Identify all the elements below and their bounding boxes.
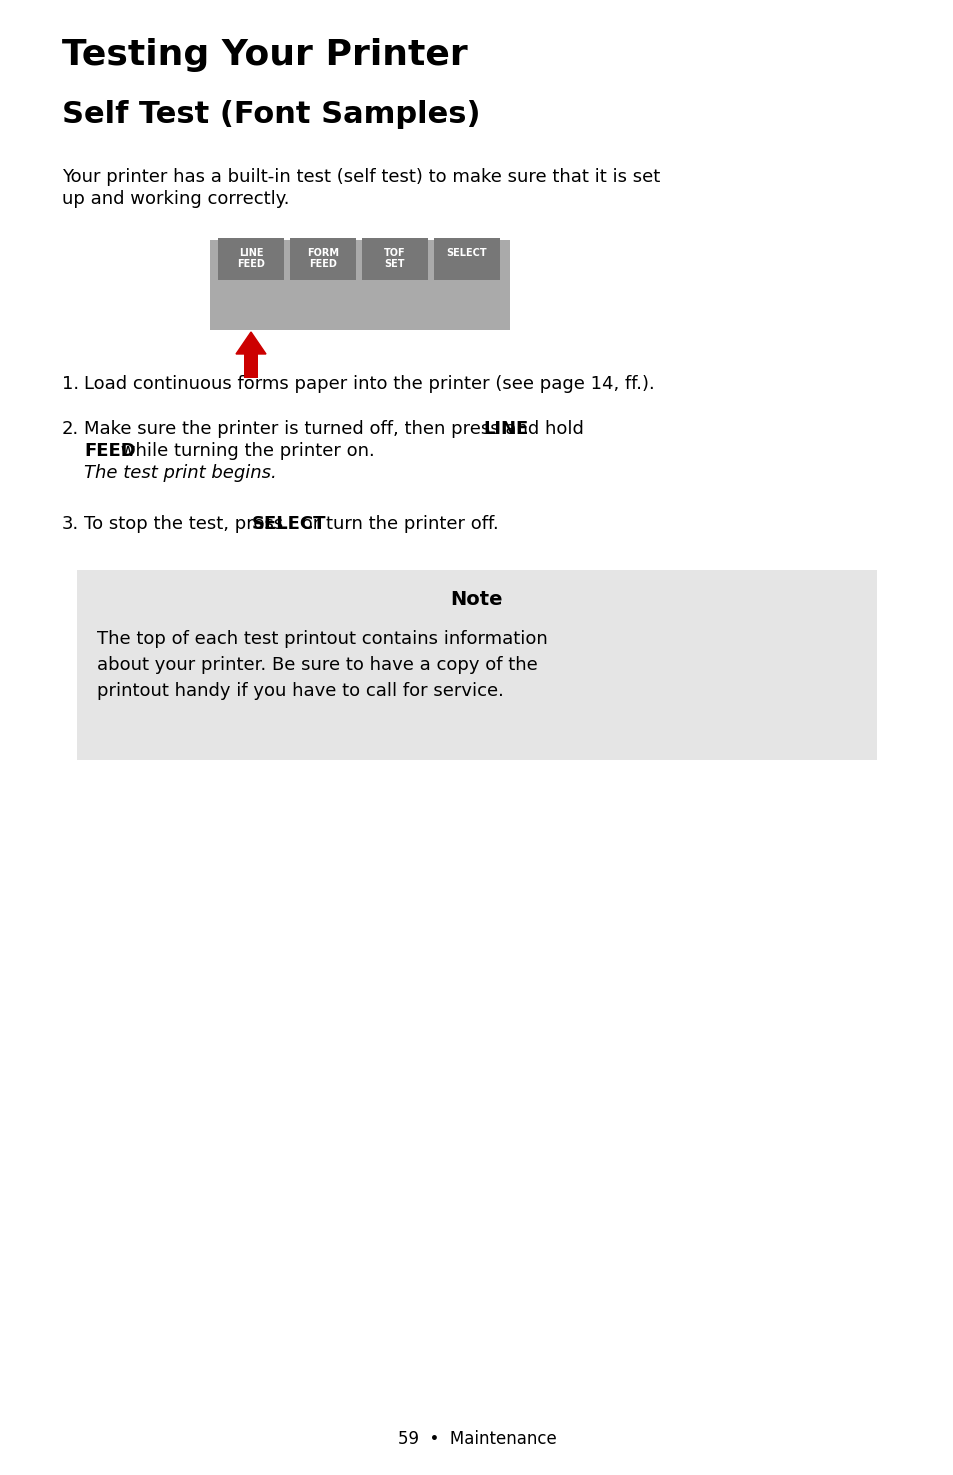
Text: LINE: LINE (482, 420, 528, 438)
Text: FORM: FORM (307, 248, 338, 258)
Bar (290, 237, 355, 280)
Bar (434, 237, 499, 280)
Text: The top of each test printout contains information: The top of each test printout contains i… (97, 630, 547, 648)
Text: Your printer has a built-in test (self test) to make sure that it is set: Your printer has a built-in test (self t… (62, 168, 659, 186)
Bar (210, 240, 510, 330)
Text: The test print begins.: The test print begins. (84, 465, 276, 482)
Text: SELECT: SELECT (252, 515, 326, 532)
Text: LINE: LINE (238, 248, 263, 258)
Text: while turning the printer on.: while turning the printer on. (114, 442, 375, 460)
Text: TOF: TOF (384, 248, 405, 258)
Text: FEED: FEED (236, 260, 265, 268)
Text: printout handy if you have to call for service.: printout handy if you have to call for s… (97, 681, 503, 701)
Text: or turn the printer off.: or turn the printer off. (295, 515, 498, 532)
Bar (77, 569, 876, 760)
Bar (218, 237, 284, 280)
Text: Make sure the printer is turned off, then press and hold: Make sure the printer is turned off, the… (84, 420, 589, 438)
Bar (244, 353, 257, 378)
Text: FEED: FEED (84, 442, 135, 460)
Text: Testing Your Printer: Testing Your Printer (62, 38, 467, 72)
Text: Note: Note (450, 590, 503, 609)
Text: 1.: 1. (62, 375, 79, 392)
Text: 2.: 2. (62, 420, 79, 438)
Text: Self Test (Font Samples): Self Test (Font Samples) (62, 100, 480, 128)
Text: 3.: 3. (62, 515, 79, 532)
Text: To stop the test, press: To stop the test, press (84, 515, 289, 532)
Text: SELECT: SELECT (446, 248, 487, 258)
Text: 59  •  Maintenance: 59 • Maintenance (397, 1429, 556, 1448)
Text: SET: SET (384, 260, 405, 268)
Text: about your printer. Be sure to have a copy of the: about your printer. Be sure to have a co… (97, 656, 537, 674)
Text: up and working correctly.: up and working correctly. (62, 190, 289, 208)
Text: Load continuous forms paper into the printer (see page 14, ff.).: Load continuous forms paper into the pri… (84, 375, 654, 392)
Bar (361, 237, 428, 280)
Polygon shape (235, 332, 266, 354)
Text: FEED: FEED (309, 260, 336, 268)
